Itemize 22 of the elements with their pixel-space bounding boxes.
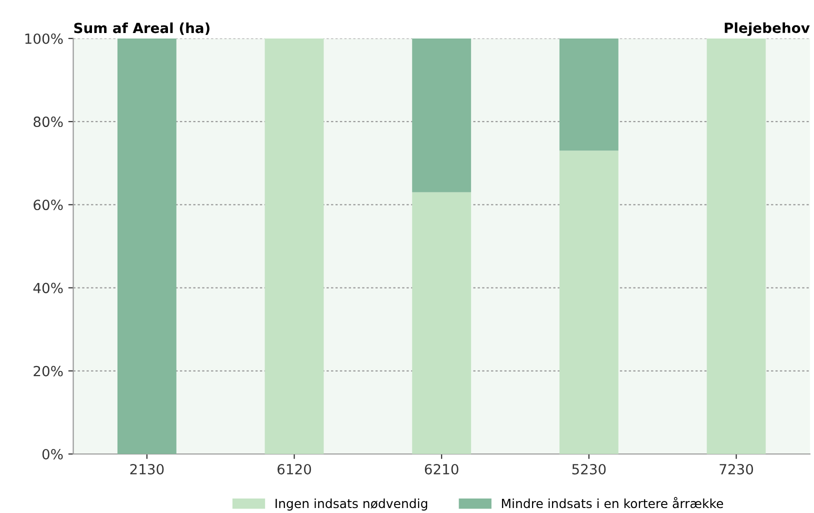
bar	[412, 192, 472, 454]
bar	[559, 38, 618, 151]
bar	[706, 38, 766, 454]
legend-title: Plejebehov	[724, 22, 810, 36]
x-tick-label: 7230	[720, 464, 754, 474]
y-tick-label: 80%	[34, 116, 63, 128]
bar	[559, 150, 618, 454]
legend-label: Ingen indsats nødvendig	[276, 498, 428, 511]
y-tick-label: 0%	[42, 448, 63, 460]
y-tick-label: 40%	[33, 282, 63, 294]
x-tick-label: 6210	[424, 464, 458, 474]
x-tick-label: 6120	[278, 464, 312, 474]
y-tick-label: 20%	[34, 366, 63, 376]
y-tick-label: 100%	[25, 33, 63, 44]
legend-label: Mindre indsats i en kortere årrække	[502, 497, 724, 508]
y-tick-label: 60%	[34, 200, 63, 210]
x-tick-label: 2130	[130, 464, 164, 474]
chart-title: Sum af Areal (ha)	[74, 22, 210, 35]
bar	[117, 38, 176, 454]
bar	[412, 38, 472, 192]
bar	[264, 38, 324, 454]
x-tick-label: 5230	[572, 464, 606, 474]
